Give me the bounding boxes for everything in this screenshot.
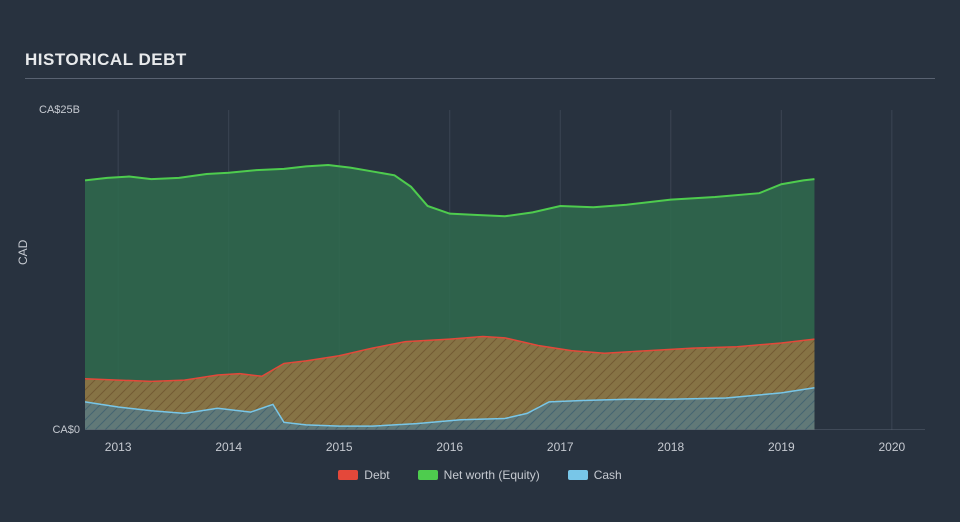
legend-swatch bbox=[338, 470, 358, 480]
legend-label: Debt bbox=[364, 468, 389, 482]
y-axis-label: CAD bbox=[16, 240, 30, 265]
legend-label: Net worth (Equity) bbox=[444, 468, 540, 482]
y-tick-label: CA$0 bbox=[20, 424, 80, 436]
x-tick-label: 2020 bbox=[867, 440, 917, 454]
title-underline bbox=[25, 78, 935, 79]
chart-title: HISTORICAL DEBT bbox=[25, 50, 187, 70]
x-tick-label: 2013 bbox=[93, 440, 143, 454]
x-tick-label: 2017 bbox=[535, 440, 585, 454]
legend: Debt Net worth (Equity) Cash bbox=[0, 468, 960, 483]
legend-item: Debt bbox=[338, 468, 389, 482]
legend-item: Cash bbox=[568, 468, 622, 482]
x-tick-label: 2014 bbox=[204, 440, 254, 454]
x-tick-label: 2015 bbox=[314, 440, 364, 454]
chart-svg bbox=[85, 110, 925, 430]
x-tick-label: 2019 bbox=[756, 440, 806, 454]
plot-area bbox=[85, 110, 925, 430]
legend-swatch bbox=[568, 470, 588, 480]
x-tick-label: 2016 bbox=[425, 440, 475, 454]
legend-label: Cash bbox=[594, 468, 622, 482]
y-tick-label: CA$25B bbox=[20, 104, 80, 116]
legend-swatch bbox=[418, 470, 438, 480]
x-tick-label: 2018 bbox=[646, 440, 696, 454]
legend-item: Net worth (Equity) bbox=[418, 468, 540, 482]
